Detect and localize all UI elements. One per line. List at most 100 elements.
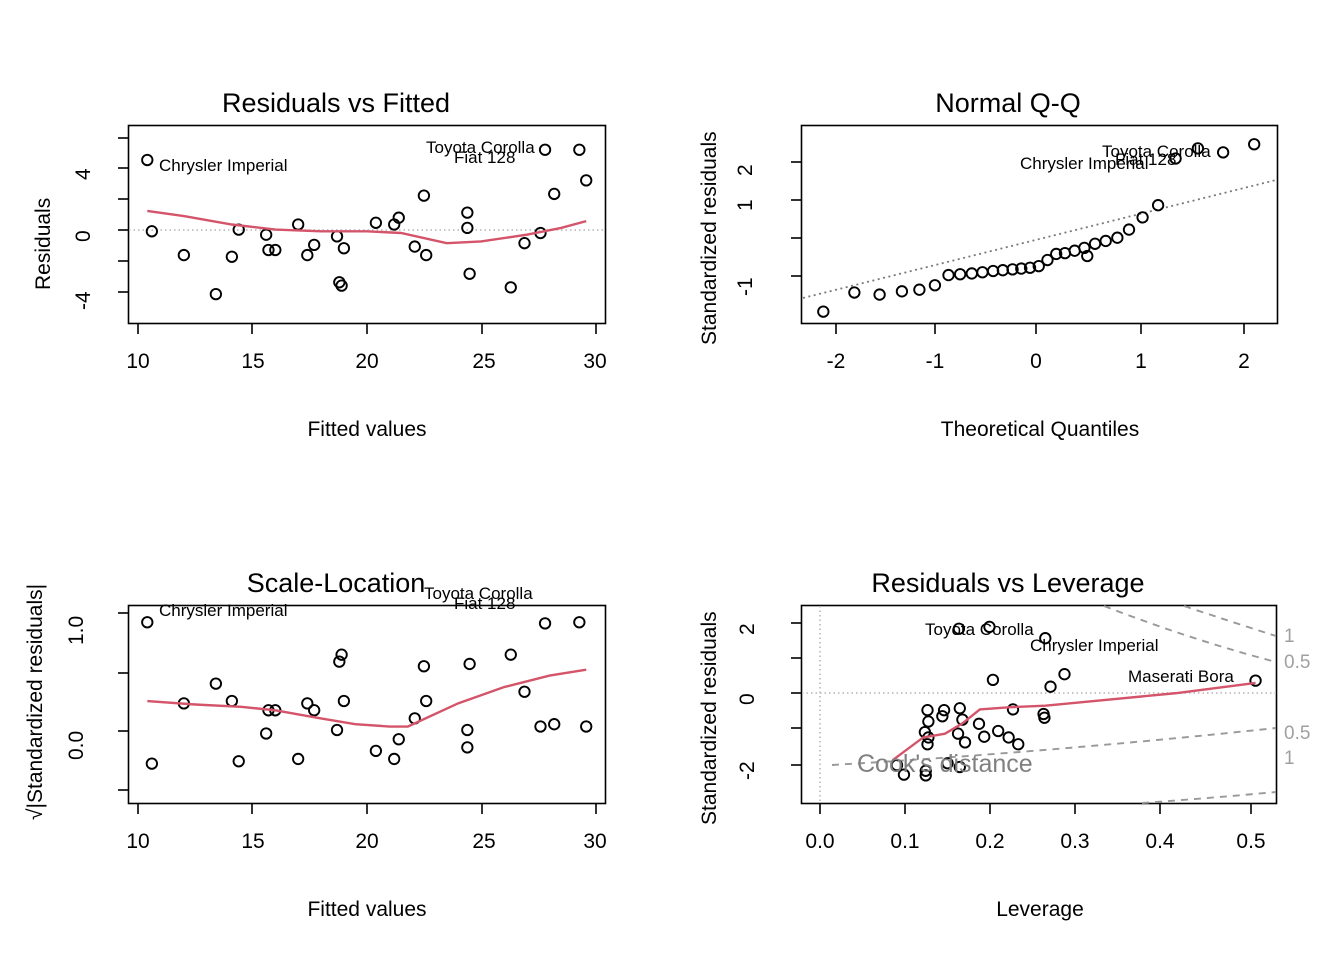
data-point [992, 724, 1005, 738]
data-point [953, 702, 966, 715]
data-point [1249, 674, 1262, 687]
data-point [1023, 261, 1037, 274]
cooks-distance-contours [831, 605, 1277, 804]
data-point [337, 242, 351, 255]
data-point [873, 288, 886, 301]
point-label-toyota: Toyota Corolla [1102, 142, 1211, 161]
loess-smoother [147, 668, 587, 728]
data-point [388, 752, 401, 766]
data-point [1058, 668, 1071, 681]
data-point [580, 174, 593, 187]
data-point [145, 757, 159, 770]
x-tick-label: 25 [472, 350, 496, 373]
data-point [534, 720, 547, 733]
data-point [292, 218, 305, 231]
data-point [573, 616, 586, 629]
data-point [1012, 738, 1025, 751]
data-point [408, 240, 421, 253]
point-label-chrysler: Chrysler Imperial [1020, 154, 1149, 173]
panel-title: Scale-Location [246, 568, 426, 598]
data-point [1050, 247, 1063, 261]
data-point [1032, 259, 1045, 273]
panel-scale-location: Scale-Location √|Standardized residuals|… [0, 480, 672, 960]
data-point [335, 648, 348, 661]
x-tick-label: 0.4 [1145, 830, 1175, 853]
panel-title: Residuals vs Fitted [221, 88, 451, 118]
data-point [1248, 138, 1261, 151]
point-label-toyota: Toyota Corolla [925, 620, 1034, 639]
x-tick-label: 0.2 [975, 830, 1005, 853]
data-point [417, 189, 431, 202]
x-tick-label: 0.1 [890, 830, 920, 853]
data-point [1216, 146, 1230, 159]
data-point [461, 741, 474, 754]
cooks-level-label: 0.5 [1284, 652, 1311, 673]
data-point [573, 143, 586, 156]
data-point [1078, 241, 1091, 255]
axis-frame [791, 604, 1278, 814]
point-label-toyota: Toyota Corolla [426, 138, 535, 157]
data-point [895, 285, 909, 298]
loess-smoother [891, 681, 1256, 762]
data-point [913, 283, 926, 296]
data-point [269, 243, 282, 257]
axis-frame [118, 604, 607, 814]
data-point [308, 704, 321, 717]
data-point [145, 225, 159, 238]
data-point [225, 250, 239, 263]
data-point [504, 648, 517, 661]
data-point [1136, 211, 1149, 224]
panel-title: Normal Q-Q [935, 88, 1081, 118]
qq-reference-line [802, 179, 1277, 299]
data-point [225, 694, 239, 708]
data-point [965, 267, 978, 280]
data-points [817, 138, 1261, 318]
x-tick-label: 0.0 [805, 830, 835, 853]
x-tick-label: 0 [1030, 350, 1042, 373]
data-point [420, 694, 433, 708]
data-point [177, 248, 191, 262]
data-point [1151, 199, 1165, 212]
data-point [330, 230, 344, 243]
cooks-distance-label: Cook's distance [857, 750, 1033, 778]
data-point [463, 267, 476, 280]
data-point [209, 677, 223, 690]
data-point [1122, 223, 1136, 236]
data-point [337, 694, 351, 708]
panel-residuals-vs-fitted: Residuals vs Fitted Residuals Fitted val… [0, 0, 672, 480]
data-point [141, 153, 154, 167]
data-point [262, 243, 275, 257]
data-point [976, 266, 989, 279]
data-point [1111, 231, 1124, 244]
panel-normal-qq: Normal Q-Q Standardized residuals Theore… [672, 0, 1344, 480]
data-point [580, 720, 593, 733]
axis-frame [791, 124, 1279, 334]
plot-canvas-3 [118, 604, 607, 814]
x-tick-label: 20 [355, 830, 379, 853]
data-point [1006, 703, 1020, 716]
point-label-chrysler: Chrysler Imperial [159, 601, 288, 620]
data-point [986, 673, 1000, 687]
data-point [890, 758, 904, 772]
data-point [897, 768, 911, 781]
data-point [1044, 680, 1057, 693]
data-point [942, 268, 955, 282]
point-label-fiat: Fiat 128 [454, 594, 516, 613]
data-point [518, 685, 531, 698]
x-axis-label: Fitted values [307, 898, 427, 921]
data-point [335, 279, 348, 292]
data-point [232, 755, 245, 768]
data-point [461, 206, 474, 219]
data-point [209, 287, 223, 301]
x-tick-label: 15 [241, 830, 265, 853]
data-point [504, 281, 517, 294]
x-tick-label: 30 [583, 350, 607, 373]
data-point [953, 268, 967, 281]
data-point [919, 764, 932, 777]
data-point [1088, 237, 1102, 250]
x-tick-label: 2 [1238, 350, 1250, 373]
point-label-fiat: Fiat 128 [454, 148, 516, 167]
data-point [463, 657, 476, 671]
x-tick-label: 1 [1135, 350, 1147, 373]
